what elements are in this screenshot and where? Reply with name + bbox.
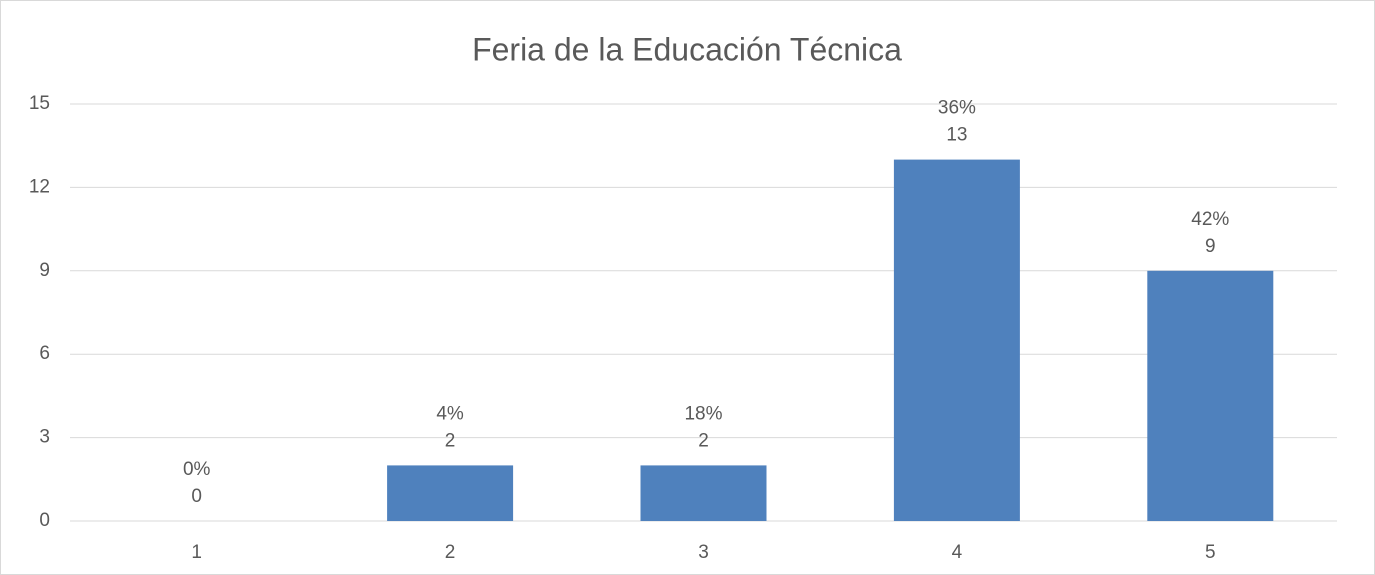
percent-label: 4%	[436, 403, 464, 424]
percent-label: 18%	[684, 403, 722, 424]
chart-title: Feria de la Educación Técnica	[472, 31, 902, 67]
value-label: 2	[445, 430, 456, 451]
y-tick-label: 9	[39, 260, 50, 281]
y-tick-label: 12	[29, 176, 50, 197]
x-tick-label: 2	[445, 542, 456, 563]
bar	[893, 159, 1020, 521]
percent-label: 42%	[1191, 209, 1229, 230]
y-tick-label: 6	[39, 343, 50, 364]
x-tick-label: 1	[191, 542, 202, 563]
value-label: 0	[191, 486, 202, 507]
value-label: 2	[698, 430, 709, 451]
value-label: 9	[1205, 236, 1216, 257]
y-tick-label: 15	[29, 93, 50, 114]
bar	[640, 465, 767, 521]
bar	[1147, 270, 1274, 521]
y-tick-label: 3	[39, 427, 50, 448]
x-tick-label: 3	[698, 542, 709, 563]
y-tick-label: 0	[39, 510, 50, 531]
x-tick-label: 4	[952, 542, 963, 563]
value-label: 13	[946, 125, 967, 146]
bar	[387, 465, 514, 521]
x-tick-label: 5	[1205, 542, 1216, 563]
percent-label: 36%	[938, 98, 976, 119]
percent-label: 0%	[183, 459, 211, 480]
